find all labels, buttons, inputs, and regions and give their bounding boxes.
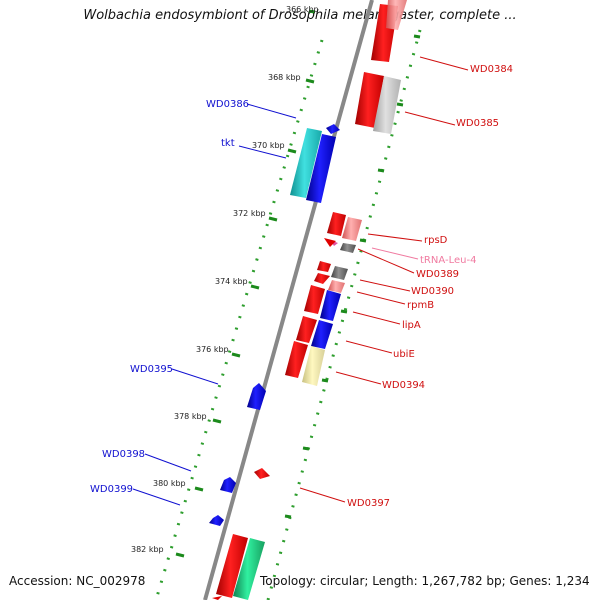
gene-rpsD-arrow[interactable]: [327, 212, 346, 236]
tick-label-370: 370 kbp: [252, 141, 285, 150]
label-wd0395[interactable]: WD0395: [130, 364, 173, 375]
gene-lipA-arrow[interactable]: [320, 290, 341, 321]
tick-label-382: 382 kbp: [131, 545, 164, 554]
leader-lines: [132, 56, 469, 506]
gene-rpmB-arrow[interactable]: [328, 280, 345, 293]
gene-green-bottom-arrow[interactable]: [233, 538, 265, 600]
gene-wd0384b-arrow[interactable]: [386, 0, 407, 30]
outer-tick-marks: [284, 34, 421, 519]
gene-wd0394-arrow[interactable]: [302, 346, 325, 386]
genome-backbone: [203, 0, 374, 600]
label-tkt[interactable]: tkt: [221, 138, 235, 149]
label-ubiE[interactable]: ubiE: [393, 349, 415, 360]
label-wd0390[interactable]: WD0390: [411, 286, 454, 297]
gene-wd0399-arrow[interactable]: [209, 515, 224, 526]
gene-wd0389-arrow[interactable]: [340, 243, 356, 253]
label-wd0397[interactable]: WD0397: [347, 498, 390, 509]
gene-rpsD-b-arrow[interactable]: [342, 217, 362, 241]
gene-ubiE-arrow[interactable]: [311, 320, 333, 349]
label-wd0386[interactable]: WD0386: [206, 99, 249, 110]
tick-marks: [175, 9, 316, 558]
tick-label-372: 372 kbp: [233, 209, 266, 218]
label-wd0389[interactable]: WD0389: [416, 269, 459, 280]
gene-red-4-arrow[interactable]: [296, 316, 317, 343]
tick-label-366: 366 kbp: [286, 5, 319, 14]
tick-label-376: 376 kbp: [196, 345, 229, 354]
genome-summary-text: Topology: circular; Length: 1,267,782 bp…: [260, 574, 590, 588]
tick-label-374: 374 kbp: [215, 277, 248, 286]
gene-wd0390-arrow[interactable]: [317, 261, 331, 272]
gene-red-edge-arrow[interactable]: [212, 596, 222, 600]
gene-tkt-arrow[interactable]: [290, 128, 322, 198]
label-lipA[interactable]: lipA: [402, 320, 421, 331]
label-wd0385[interactable]: WD0385: [456, 118, 499, 129]
label-trna-leu-4[interactable]: tRNA-Leu-4: [420, 255, 476, 266]
label-wd0394[interactable]: WD0394: [382, 380, 425, 391]
gene-wd0390b-arrow[interactable]: [331, 266, 348, 280]
gene-wd0385b-arrow[interactable]: [373, 76, 401, 134]
gene-wd0386-arrow[interactable]: [326, 124, 340, 134]
accession-text: Accession: NC_002978: [9, 574, 146, 588]
outer-dotted-track: [266, 29, 422, 600]
label-wd0384[interactable]: WD0384: [470, 64, 513, 75]
tick-label-368: 368 kbp: [268, 73, 301, 82]
gene-red-bottom-arrow[interactable]: [216, 534, 248, 598]
tick-label-378: 378 kbp: [174, 412, 207, 421]
gene-wd0395-arrow[interactable]: [247, 383, 266, 410]
gene-red-3-arrow[interactable]: [304, 285, 325, 314]
tick-label-380: 380 kbp: [153, 479, 186, 488]
gene-wd0397-arrow[interactable]: [254, 468, 270, 479]
gene-tkt-b-arrow[interactable]: [306, 134, 336, 203]
map-title: Wolbachia endosymbiont of Drosophila mel…: [83, 8, 517, 23]
label-rpsD[interactable]: rpsD: [424, 235, 448, 246]
gene-small-red-arrow[interactable]: [324, 238, 336, 247]
label-wd0398[interactable]: WD0398: [102, 449, 145, 460]
inner-dotted-track: [154, 39, 324, 600]
gene-small-red-2-arrow[interactable]: [314, 273, 330, 284]
gene-red-5-arrow[interactable]: [285, 341, 308, 378]
gene-wd0398-arrow[interactable]: [220, 477, 236, 493]
label-wd0399[interactable]: WD0399: [90, 484, 133, 495]
label-rpmB[interactable]: rpmB: [407, 300, 434, 311]
